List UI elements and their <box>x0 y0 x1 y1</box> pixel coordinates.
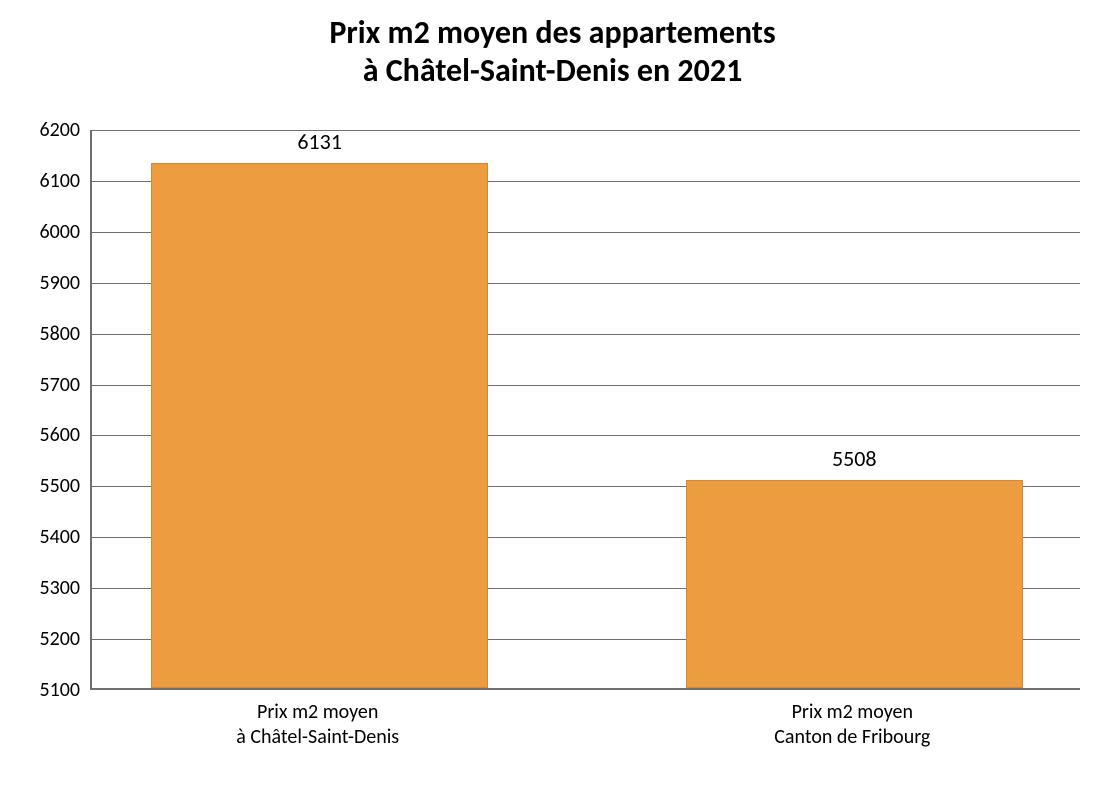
chart-title: Prix m2 moyen des appartements à Châtel-… <box>0 14 1105 91</box>
bar-1 <box>686 480 1023 688</box>
y-tick-label: 5300 <box>10 576 80 600</box>
bar-value-label: 6131 <box>151 128 488 155</box>
x-axis-label-line1: Prix m2 moyen <box>792 700 913 724</box>
y-tick-label: 6100 <box>10 169 80 193</box>
y-tick-label: 5900 <box>10 271 80 295</box>
y-tick-label: 5700 <box>10 373 80 397</box>
y-tick-label: 5200 <box>10 627 80 651</box>
x-axis-label-line1: Prix m2 moyen <box>257 700 378 724</box>
y-tick-label: 5100 <box>10 678 80 702</box>
y-tick-label: 6200 <box>10 118 80 142</box>
chart-title-line1: Prix m2 moyen des appartements <box>329 13 775 52</box>
bar-0 <box>151 163 488 688</box>
y-tick-label: 5600 <box>10 423 80 447</box>
y-tick-label: 6000 <box>10 220 80 244</box>
y-tick-label: 5400 <box>10 525 80 549</box>
bar-value-label: 5508 <box>686 445 1023 472</box>
plot-area: 6131 5508 <box>90 130 1080 690</box>
x-axis-label-line2: à Châtel-Saint-Denis <box>236 725 399 749</box>
chart-container: Prix m2 moyen des appartements à Châtel-… <box>0 0 1105 785</box>
x-axis-label: Prix m2 moyenCanton de Fribourg <box>684 700 1021 750</box>
x-axis-label-line2: Canton de Fribourg <box>774 725 930 749</box>
x-axis-label: Prix m2 moyenà Châtel-Saint-Denis <box>149 700 486 750</box>
y-tick-label: 5500 <box>10 474 80 498</box>
y-tick-label: 5800 <box>10 322 80 346</box>
chart-title-line2: à Châtel-Saint-Denis en 2021 <box>363 51 743 90</box>
